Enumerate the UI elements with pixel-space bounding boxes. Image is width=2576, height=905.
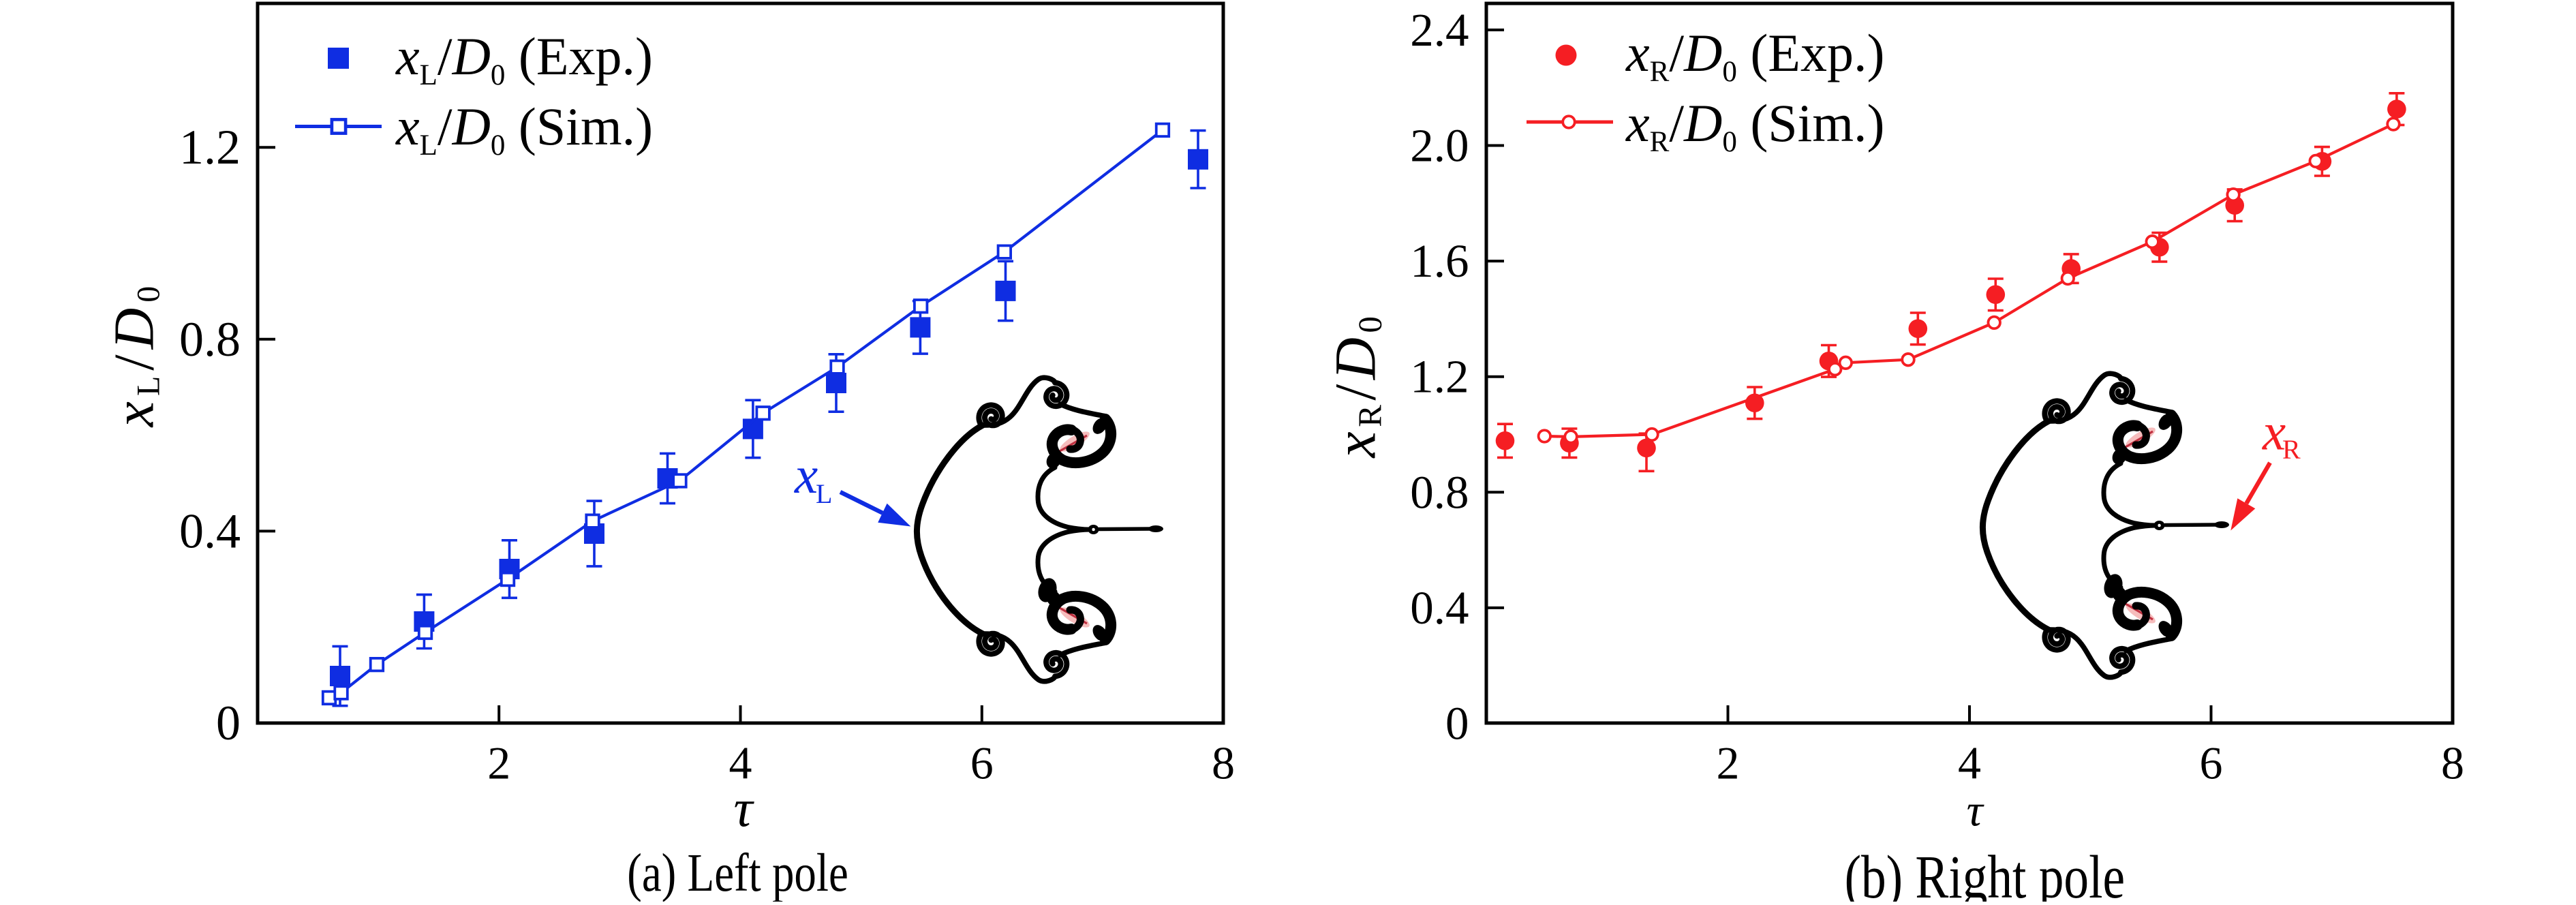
svg-text:6: 6 — [2200, 737, 2223, 789]
svg-text:x: x — [2262, 403, 2286, 461]
svg-text:xR/D0 (Sim.): xR/D0 (Sim.) — [1625, 93, 1885, 158]
svg-text:L: L — [816, 478, 832, 509]
svg-text:4: 4 — [729, 737, 752, 789]
svg-text:x: x — [794, 446, 818, 504]
svg-text:xR/D0: xR/D0 — [1323, 312, 1389, 459]
svg-text:R: R — [2282, 434, 2301, 465]
svg-text:8: 8 — [2441, 737, 2464, 789]
svg-text:4: 4 — [1958, 737, 1981, 789]
svg-text:0.8: 0.8 — [1410, 466, 1469, 518]
svg-text:0: 0 — [1445, 698, 1469, 750]
svg-text:(b) Right pole: (b) Right pole — [1845, 843, 2125, 902]
svg-text:2: 2 — [1717, 737, 1740, 789]
svg-text:xL/D0: xL/D0 — [103, 281, 167, 429]
svg-text:τ: τ — [1967, 786, 1985, 836]
svg-text:τ: τ — [734, 778, 755, 838]
svg-text:1.2: 1.2 — [179, 120, 241, 174]
svg-text:2.4: 2.4 — [1410, 4, 1469, 56]
svg-text:8: 8 — [1212, 737, 1235, 789]
svg-text:(a) Left pole: (a) Left pole — [627, 842, 848, 902]
svg-text:xR/D0 (Exp.): xR/D0 (Exp.) — [1625, 23, 1884, 88]
svg-text:2: 2 — [487, 737, 510, 789]
svg-text:6: 6 — [970, 737, 994, 789]
svg-text:xL/D0 (Sim.): xL/D0 (Sim.) — [395, 97, 653, 162]
svg-text:1.2: 1.2 — [1410, 351, 1469, 403]
svg-text:2.0: 2.0 — [1410, 120, 1469, 172]
svg-text:xL/D0 (Exp.): xL/D0 (Exp.) — [395, 27, 653, 91]
svg-text:1.6: 1.6 — [1410, 235, 1469, 287]
svg-text:0.8: 0.8 — [179, 312, 241, 367]
svg-text:0.4: 0.4 — [179, 504, 241, 558]
svg-text:0.4: 0.4 — [1410, 582, 1469, 634]
svg-text:0: 0 — [216, 696, 241, 750]
